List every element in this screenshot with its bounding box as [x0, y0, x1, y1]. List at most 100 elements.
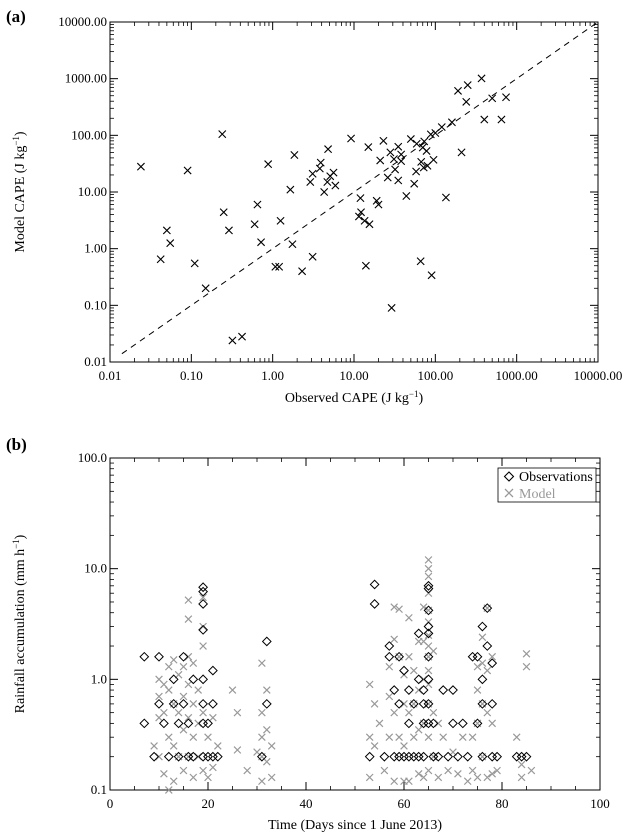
data-point [417, 157, 426, 166]
data-point [250, 220, 259, 229]
model-point [463, 777, 472, 786]
model-point [468, 766, 477, 775]
model-point [478, 633, 487, 642]
observation-point [418, 751, 429, 762]
observation-point [389, 685, 400, 695]
data-point [364, 143, 373, 152]
model-point [488, 719, 497, 728]
model-point [189, 700, 198, 708]
legend-model-marker [504, 488, 514, 498]
observation-point [139, 651, 150, 662]
data-point [372, 196, 381, 205]
observation-point [384, 641, 395, 651]
panel-a-xlabel: Observed CAPE (J kg−1) [285, 389, 424, 406]
model-point [429, 708, 438, 717]
data-point [402, 192, 411, 200]
y-tick-label: 0.10 [84, 297, 107, 312]
model-point [424, 666, 433, 675]
observation-point [154, 698, 164, 709]
one-to-one-line [121, 21, 599, 355]
model-point [184, 596, 193, 604]
observation-point [163, 751, 174, 762]
observation-point [482, 641, 493, 651]
observation-point [168, 674, 179, 685]
legend-model-label: Model [519, 487, 556, 502]
observation-point [149, 751, 160, 762]
observation-point [462, 751, 473, 762]
observation-point [207, 665, 218, 676]
data-point [253, 200, 262, 209]
model-point [184, 615, 193, 623]
model-point [194, 686, 203, 694]
model-point [522, 650, 531, 658]
model-point [512, 733, 521, 742]
data-point [429, 155, 438, 164]
model-point [184, 713, 193, 722]
model-point [380, 766, 389, 775]
observation-point [198, 586, 209, 597]
model-point [517, 760, 526, 769]
model-point [199, 622, 207, 631]
observation-point [173, 718, 184, 729]
observation-point [369, 599, 380, 609]
data-point [412, 139, 421, 148]
panel-b-label: (b) [6, 435, 27, 454]
data-point [308, 252, 317, 261]
model-point [262, 686, 271, 694]
model-point [164, 733, 173, 742]
model-point [409, 733, 418, 742]
x-tick-label: 0.01 [99, 368, 122, 383]
data-point [308, 169, 317, 178]
data-point [365, 220, 374, 229]
model-point [370, 742, 379, 750]
data-point [306, 178, 315, 187]
model-point [390, 635, 399, 644]
observation-point [188, 751, 199, 762]
x-tick-label: 10.00 [339, 368, 368, 383]
model-point [424, 733, 433, 742]
model-point [370, 700, 379, 708]
observation-point [428, 718, 439, 729]
data-point [386, 148, 395, 157]
data-point [406, 135, 415, 144]
data-point [331, 181, 340, 190]
y-tick-label: 0.01 [84, 354, 107, 369]
model-point [385, 692, 394, 701]
legend-observations-marker [503, 471, 515, 482]
observation-point [457, 718, 468, 729]
model-point [365, 773, 374, 782]
data-point [391, 165, 400, 174]
x-tick-label: 10000.00 [574, 368, 623, 383]
x-tick-label: 100.00 [417, 368, 453, 383]
model-point [258, 659, 266, 667]
model-point [449, 748, 457, 756]
model-point [169, 742, 178, 750]
data-point [347, 134, 356, 143]
model-point [258, 777, 266, 786]
observation-point [413, 628, 424, 639]
y-tick-label: 1.00 [84, 241, 107, 256]
x-tick-label: 1.00 [261, 368, 284, 383]
model-point [458, 733, 467, 742]
model-point [189, 659, 198, 667]
model-point [527, 766, 536, 775]
x-tick-label: 60 [398, 796, 411, 811]
data-point [497, 115, 506, 124]
model-point [375, 719, 384, 728]
observation-point [403, 718, 414, 729]
observation-point [256, 751, 267, 762]
model-point [164, 662, 173, 671]
data-point [201, 284, 210, 293]
data-point [477, 74, 486, 83]
data-point [290, 150, 299, 159]
model-point [390, 708, 399, 717]
y-tick-label: 100.00 [71, 127, 107, 142]
model-point [414, 725, 423, 734]
data-point [288, 240, 297, 249]
panel-b: (b) 0 20 40 60 80 100 0.1 1.0 10.0 100.0 Observat… [6, 435, 610, 833]
panel-a-ylabel: Model CAPE (J kg−1) [11, 131, 28, 253]
model-point [444, 766, 452, 775]
data-point [264, 160, 273, 169]
data-point [431, 128, 440, 137]
model-point [395, 605, 403, 614]
